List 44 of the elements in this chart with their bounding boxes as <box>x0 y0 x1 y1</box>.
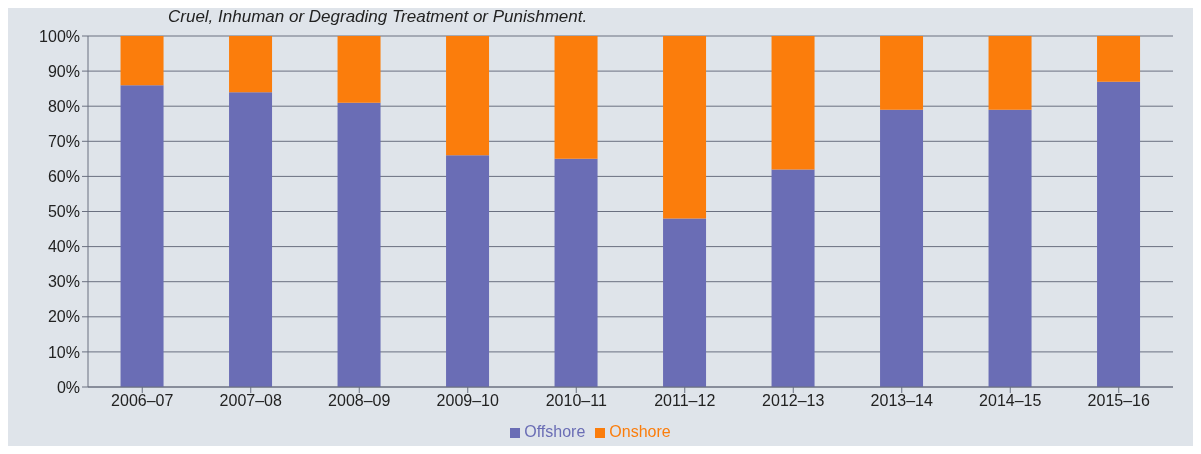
bar <box>120 85 164 387</box>
x-tick-label: 2010–11 <box>545 392 607 410</box>
x-tick-label: 2012–13 <box>762 392 825 410</box>
bar <box>446 36 490 156</box>
x-tick-label: 2007–08 <box>219 392 282 410</box>
x-tick-label: 2006–07 <box>111 392 174 410</box>
x-tick-label: 2014–15 <box>979 392 1042 410</box>
bar <box>1097 36 1141 82</box>
bar <box>771 36 815 170</box>
bar <box>1097 81 1141 387</box>
text: Cruel, Inhuman or Degrading Treatment or Punishment. <box>167 7 589 26</box>
y-tick-label: 20% <box>47 308 80 326</box>
bar <box>663 36 707 219</box>
bar <box>120 36 164 86</box>
legend-label: Onshore <box>609 423 671 440</box>
bar <box>229 92 273 387</box>
y-tick-label: 30% <box>47 273 80 291</box>
y-tick-label: 0% <box>56 378 80 396</box>
y-tick-label: 60% <box>47 168 80 186</box>
bar <box>554 36 598 159</box>
bar <box>229 36 273 93</box>
bar <box>337 102 381 387</box>
y-tick-label: 100% <box>39 27 80 45</box>
bar <box>880 109 924 387</box>
bar <box>988 109 1032 387</box>
y-tick-label: 70% <box>47 132 80 150</box>
legend-label: Offshore <box>524 423 586 440</box>
bar <box>446 155 490 387</box>
y-tick-label: 40% <box>47 238 80 256</box>
bar <box>988 36 1032 110</box>
x-tick-label: 2011–12 <box>654 392 716 410</box>
y-tick-label: 80% <box>47 97 80 115</box>
y-tick-label: 10% <box>47 343 80 361</box>
x-tick-label: 2008–09 <box>328 392 391 410</box>
x-tick-label: 2015–16 <box>1087 392 1150 410</box>
bar <box>771 169 815 387</box>
bar <box>663 218 707 387</box>
y-tick-label: 90% <box>47 62 80 80</box>
x-tick-label: 2013–14 <box>870 392 933 410</box>
x-tick-label: 2009–10 <box>436 392 499 410</box>
y-tick-label: 50% <box>47 203 80 221</box>
bar <box>880 36 924 110</box>
bar <box>554 158 598 387</box>
bar <box>337 36 381 103</box>
